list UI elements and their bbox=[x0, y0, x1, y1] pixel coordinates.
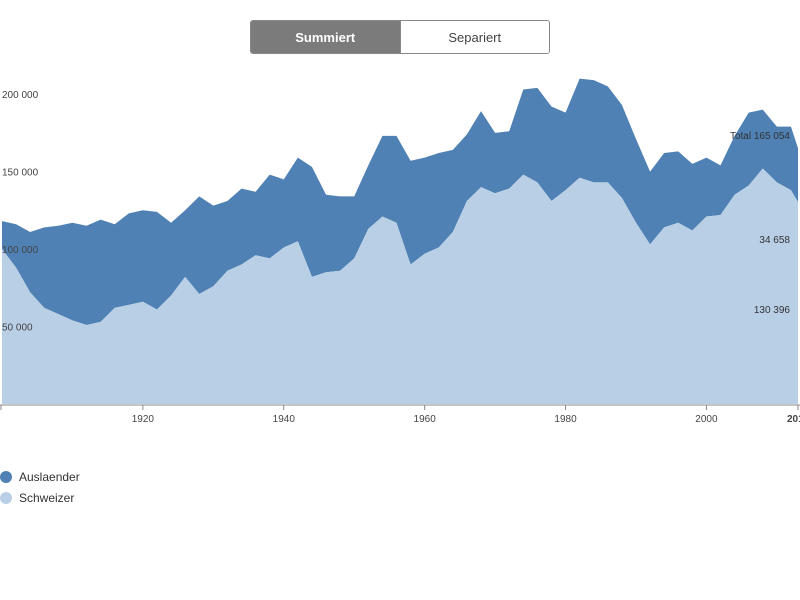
label-schweizer-value: 130 396 bbox=[754, 305, 791, 316]
x-tick-label: 2000 bbox=[695, 414, 718, 425]
stacked-area-chart: 1920 1940 1960 1980 2000 2013 200 000 150 000 10… bbox=[0, 78, 800, 425]
area-schweizer bbox=[2, 168, 798, 404]
separate-toggle-button[interactable]: Separiert bbox=[399, 21, 549, 53]
legend-item-schweizer[interactable]: Schweizer bbox=[0, 487, 80, 508]
legend-dot-schweizer bbox=[0, 491, 12, 504]
y-tick-label: 50 000 bbox=[2, 323, 33, 334]
legend-dot-auslaender bbox=[0, 470, 12, 483]
legend: Auslaender Schweizer bbox=[0, 466, 80, 508]
label-auslaender-value: 34 658 bbox=[759, 235, 790, 246]
legend-label-schweizer: Schweizer bbox=[19, 490, 75, 505]
y-tick-label: 150 000 bbox=[2, 168, 39, 179]
label-total: Total 165 054 bbox=[730, 131, 790, 142]
summed-toggle-button[interactable]: Summiert bbox=[251, 21, 400, 53]
y-tick-label: 100 000 bbox=[2, 245, 39, 256]
x-tick-label: 2013 bbox=[787, 414, 800, 425]
x-tick-label: 1960 bbox=[414, 414, 437, 425]
x-tick-label: 1920 bbox=[132, 414, 155, 425]
legend-item-auslaender[interactable]: Auslaender bbox=[0, 466, 80, 487]
legend-label-auslaender: Auslaender bbox=[19, 469, 80, 484]
area-auslaender bbox=[2, 78, 798, 325]
y-tick-label: 200 000 bbox=[2, 90, 39, 101]
x-tick-label: 1940 bbox=[273, 414, 296, 425]
summed-separated-toggle[interactable]: Summiert Separiert bbox=[250, 20, 550, 54]
x-tick-label: 1980 bbox=[554, 414, 577, 425]
